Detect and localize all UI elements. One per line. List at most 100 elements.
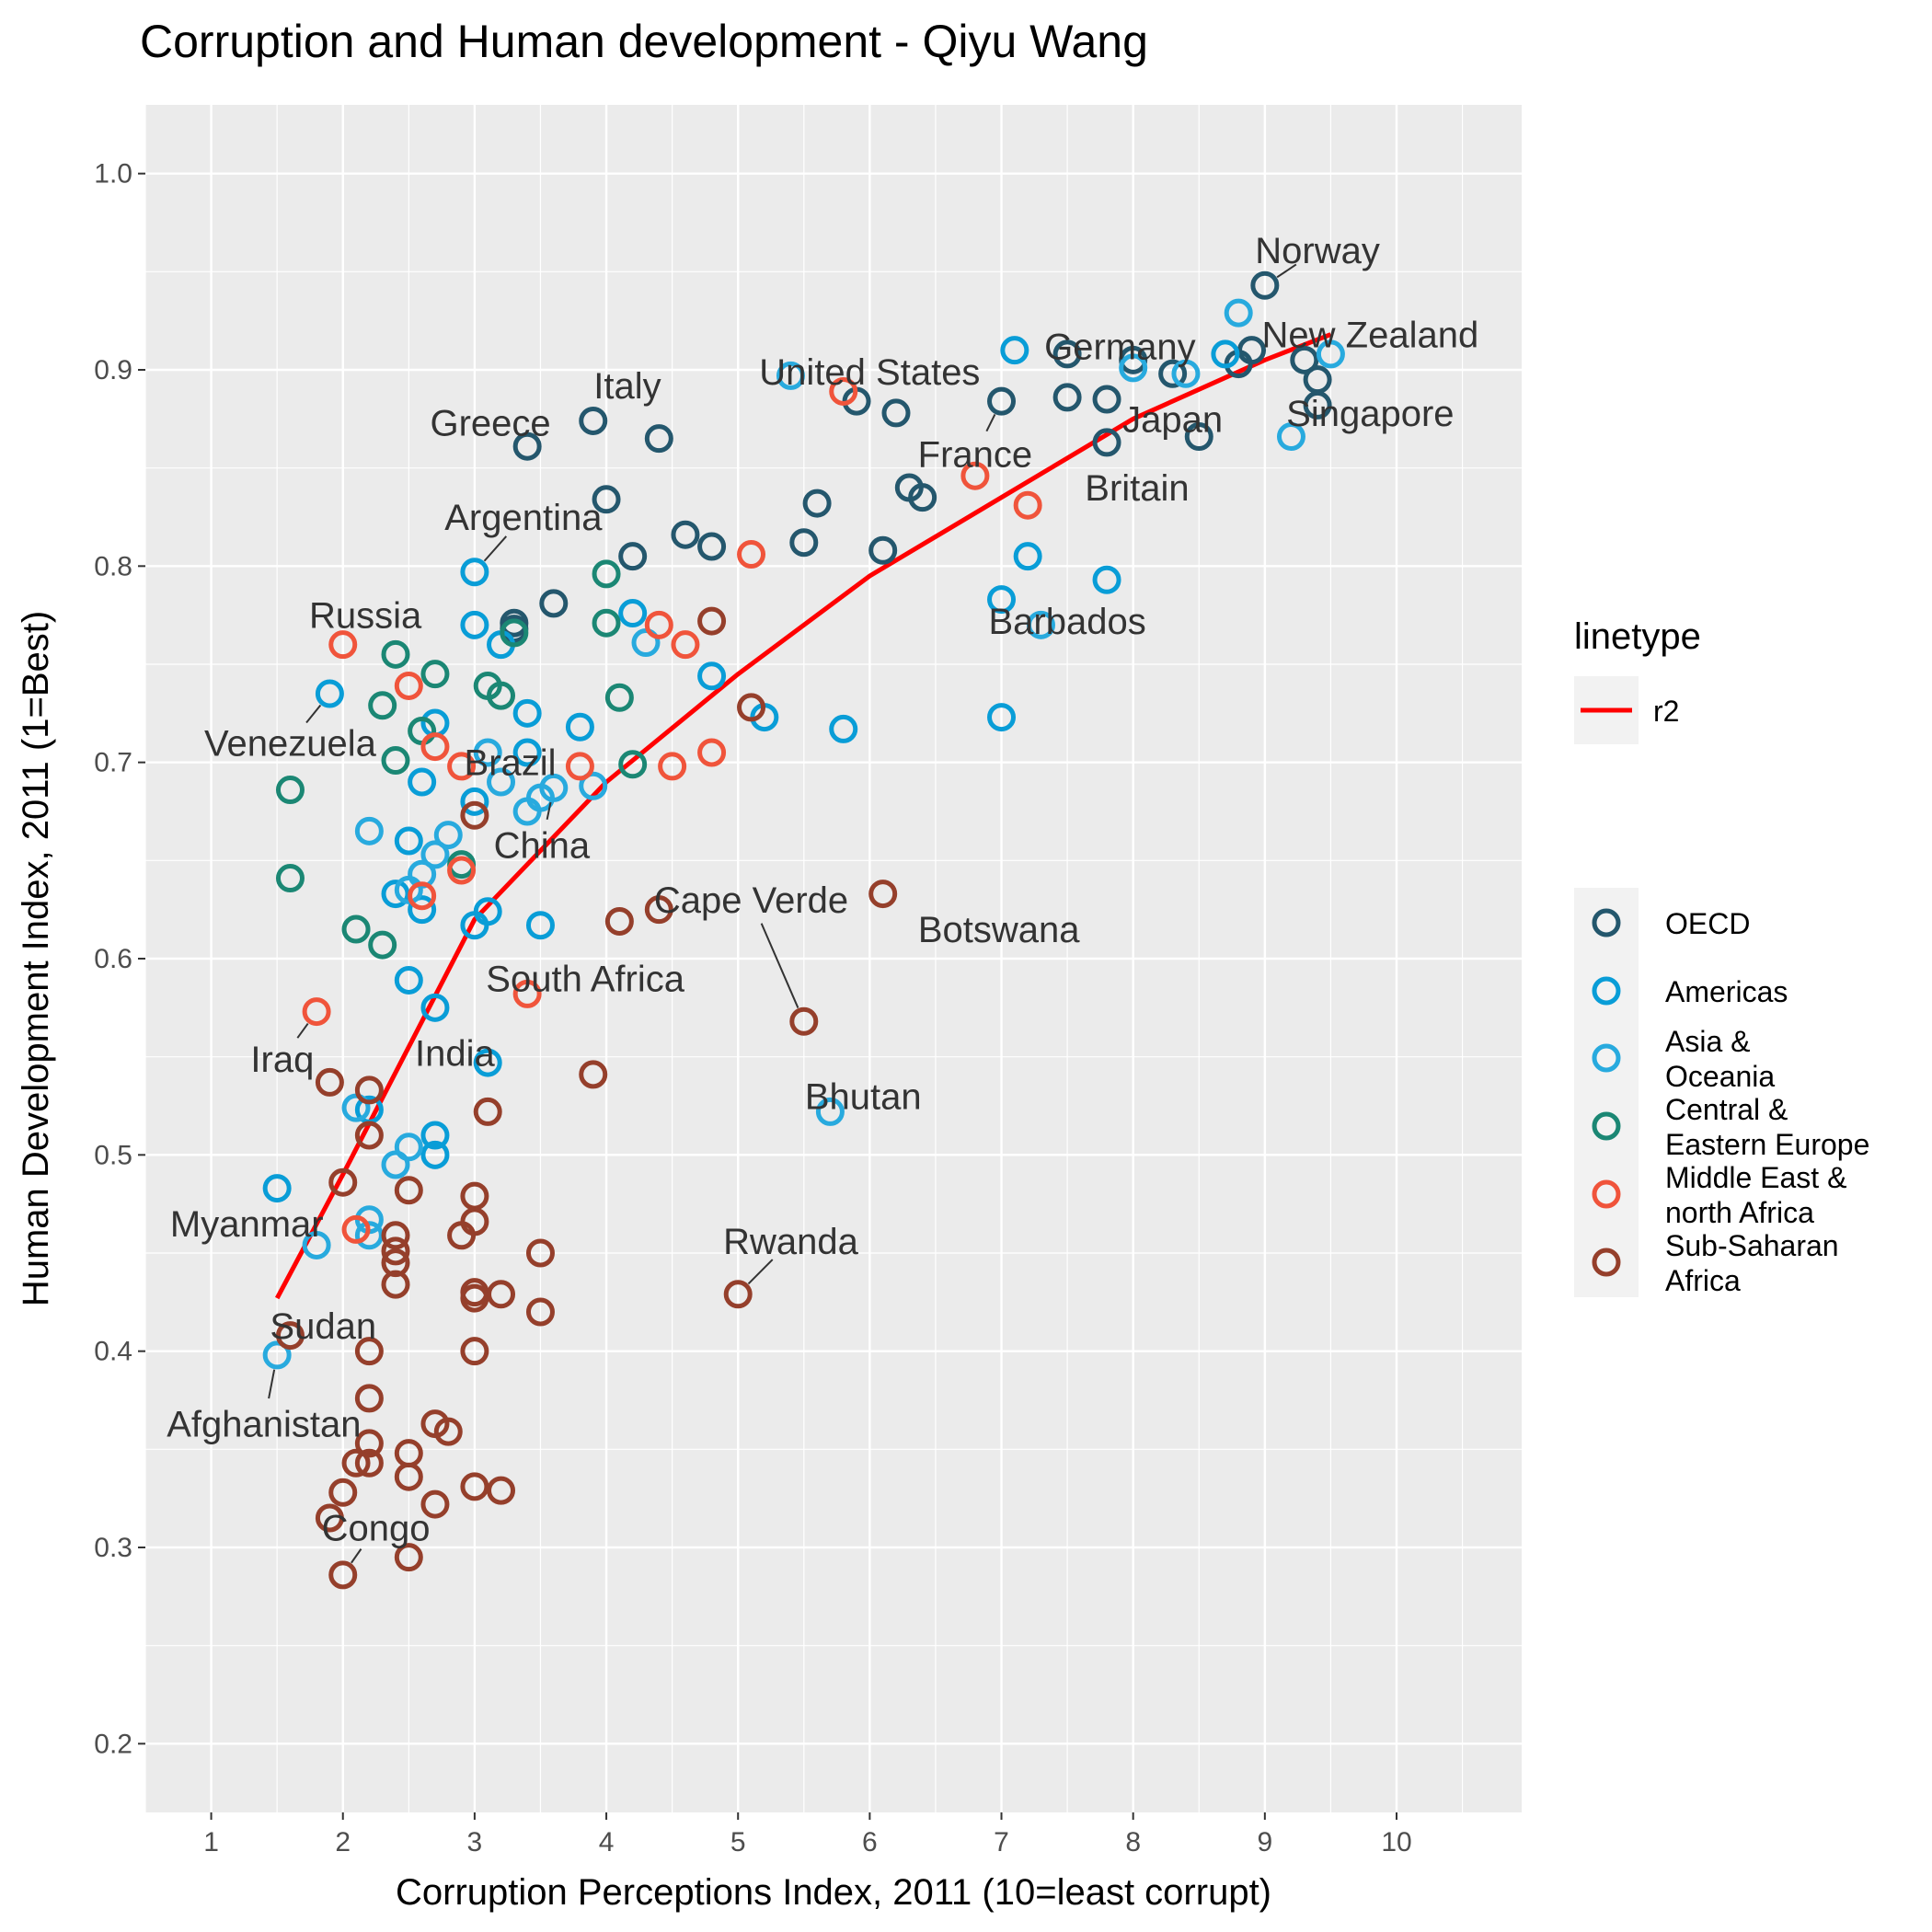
major-gridlines	[145, 105, 1522, 1812]
data-point	[671, 520, 700, 549]
y-tick-label: 0.6	[94, 944, 132, 974]
region-legend-label: Middle East & north Africa	[1665, 1161, 1846, 1229]
data-point	[433, 821, 463, 850]
data-point	[420, 993, 450, 1022]
y-tick-label: 0.2	[94, 1729, 132, 1759]
data-point	[328, 1167, 358, 1197]
data-point	[328, 1478, 358, 1507]
data-point	[512, 979, 542, 1008]
data-point	[631, 628, 661, 658]
data-point	[908, 483, 937, 512]
data-point	[1026, 610, 1055, 639]
label-connector	[305, 704, 322, 724]
point-label: Cape Verde	[654, 880, 848, 921]
y-axis-title: Human Development Index, 2011 (1=Best)	[16, 611, 56, 1306]
data-point	[460, 610, 489, 639]
data-point	[592, 485, 621, 514]
point-label: Greece	[430, 404, 550, 444]
data-point	[341, 1448, 371, 1478]
point-label: Rwanda	[723, 1222, 859, 1262]
data-point	[275, 1321, 305, 1351]
data-point	[460, 1472, 489, 1501]
point-label: New Zealand	[1262, 316, 1479, 356]
region-legend-keys-background	[1574, 888, 1639, 1297]
data-point	[697, 738, 727, 767]
x-tick-label: 6	[862, 1827, 878, 1857]
data-point	[579, 1060, 608, 1089]
point-label: India	[415, 1033, 495, 1074]
data-point	[1013, 490, 1042, 520]
data-point	[394, 1543, 423, 1572]
data-point	[697, 606, 727, 636]
x-axis-title: Corruption Perceptions Index, 2011 (10=l…	[396, 1872, 1271, 1913]
data-point	[1290, 345, 1319, 374]
trend-line-layer	[274, 332, 1332, 1300]
x-tick-label: 1	[203, 1827, 219, 1857]
point-label: Botswana	[918, 910, 1080, 950]
data-point	[447, 1221, 477, 1250]
data-point	[512, 738, 542, 767]
data-point	[460, 1283, 489, 1313]
data-point	[829, 376, 858, 406]
data-point	[737, 693, 766, 722]
data-point	[1092, 385, 1121, 414]
data-point	[1000, 336, 1029, 365]
data-point	[539, 589, 569, 618]
data-point	[368, 930, 397, 960]
data-point	[1119, 353, 1148, 383]
x-axis: 1 2 3 4 5 6 7 8 9 10	[203, 1812, 1412, 1857]
data-point	[697, 661, 727, 691]
data-point	[500, 618, 529, 648]
y-tick-label: 0.9	[94, 355, 132, 385]
region-legend-label-line: Americas	[1665, 975, 1788, 1008]
data-point	[420, 1121, 450, 1150]
data-point	[815, 1097, 845, 1126]
region-legend-key	[1592, 1043, 1621, 1073]
data-point	[697, 532, 727, 561]
point-label: France	[918, 435, 1033, 476]
data-point	[315, 1067, 344, 1097]
data-point	[525, 911, 555, 940]
data-point	[275, 864, 305, 893]
data-point	[262, 1174, 292, 1203]
data-point	[658, 752, 687, 781]
data-point	[381, 746, 410, 776]
region-legend-label-line: Oceania	[1665, 1060, 1775, 1093]
point-label: Bhutan	[805, 1076, 922, 1117]
point-label: Myanmar	[170, 1204, 324, 1245]
label-connector	[483, 535, 508, 562]
region-legend-key	[1592, 976, 1621, 1006]
data-point	[381, 1221, 410, 1250]
data-point	[381, 880, 410, 909]
x-tick-label: 2	[335, 1827, 351, 1857]
label-connector	[351, 1548, 362, 1564]
data-point	[487, 1476, 516, 1505]
label-connector	[268, 1369, 276, 1399]
point-label: Venezuela	[204, 723, 377, 764]
region-legend-label-line: north Africa	[1665, 1196, 1814, 1229]
data-point	[618, 542, 648, 571]
data-point	[381, 1150, 410, 1179]
point-label: Congo	[322, 1509, 431, 1549]
data-point	[592, 559, 621, 589]
data-point	[487, 1280, 516, 1309]
data-point	[433, 1417, 463, 1446]
data-point	[275, 776, 305, 805]
data-point	[354, 1337, 384, 1366]
data-point	[354, 1221, 384, 1250]
label-connector	[296, 1022, 309, 1039]
data-point	[644, 424, 673, 454]
point-label: Iraq	[250, 1040, 314, 1080]
data-point	[473, 897, 502, 926]
data-point	[604, 683, 634, 712]
data-point	[341, 1093, 371, 1122]
data-point	[394, 826, 423, 856]
data-point	[315, 1503, 344, 1533]
data-point	[579, 406, 608, 435]
data-point	[1092, 565, 1121, 594]
data-point	[328, 630, 358, 660]
y-tick-label: 0.3	[94, 1533, 132, 1563]
data-point	[381, 1248, 410, 1278]
data-point	[408, 895, 437, 925]
